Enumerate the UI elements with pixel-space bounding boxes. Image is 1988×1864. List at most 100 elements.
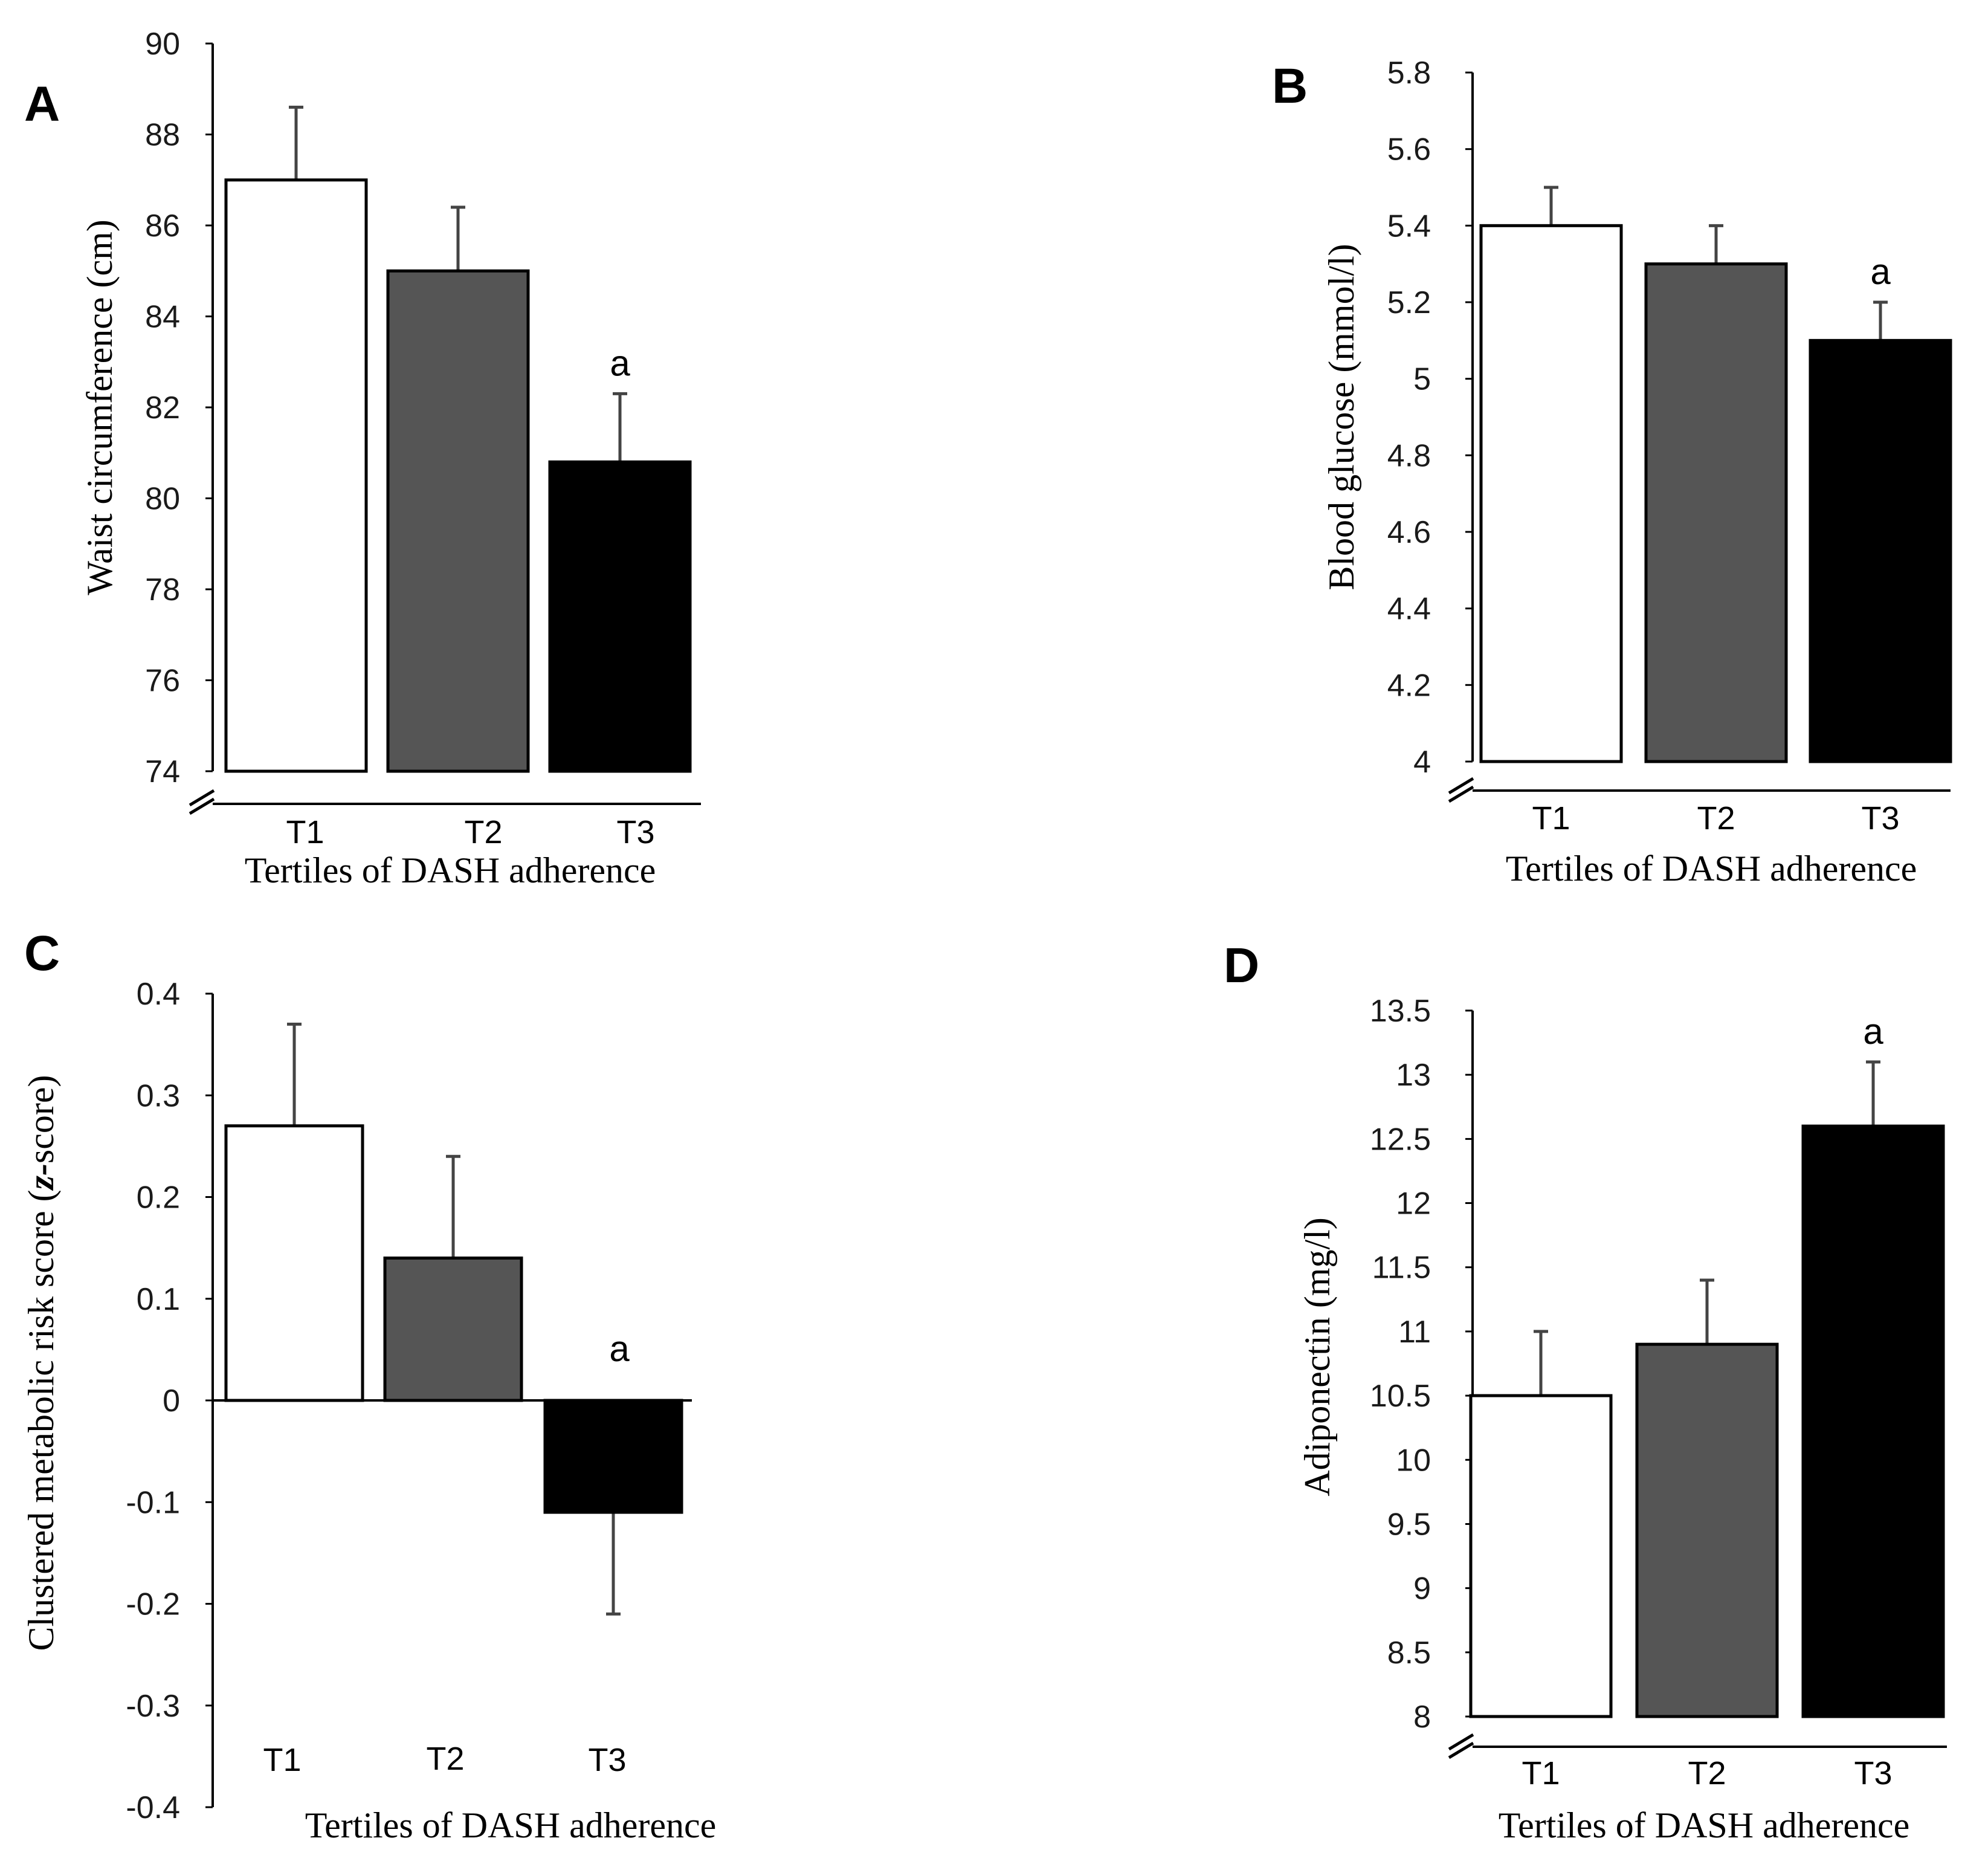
panel-a-y-tick-label: 80 <box>145 482 180 517</box>
panel-c-x-axis-title: Tertiles of DASH adherence <box>305 1805 717 1845</box>
panel-c-y-tick-label: 0.4 <box>137 977 180 1012</box>
panel-d-y-axis-title: Adiponectin (mg/l) <box>1297 1217 1337 1497</box>
panel-a-category-label-t3: T3 <box>616 814 654 850</box>
panel-a-category-label-t2: T2 <box>464 814 502 850</box>
panel-d-axis-break <box>1448 1733 1474 1759</box>
panel-d-y-tick-label: 8.5 <box>1387 1636 1431 1671</box>
panel-c-annotation-t3: a <box>609 1328 630 1369</box>
panel-b-tick-labels: 4 4.2 4.4 4.6 4.8 5 5.2 5.4 5.6 5.8 <box>1387 56 1431 780</box>
panel-b-bar-t1 <box>1479 224 1623 763</box>
panel-a-ticks <box>205 42 213 772</box>
panel-a-y-tick-label: 86 <box>145 209 180 244</box>
panel-c-category-label-t2: T2 <box>426 1741 464 1777</box>
panel-b-y-tick-label: 5.8 <box>1387 56 1431 91</box>
panel-a: A 74 76 78 80 82 84 86 88 90 <box>24 27 701 890</box>
panel-a-y-tick-label: 90 <box>145 27 180 62</box>
panel-c-tick-labels: -0.4 -0.3 -0.2 -0.1 0 0.1 0.2 0.3 0.4 <box>126 977 180 1825</box>
panel-c-category-label-t1: T1 <box>263 1742 301 1778</box>
panel-b-category-label-t3: T3 <box>1861 800 1899 837</box>
panel-d-y-tick-label: 11 <box>1398 1315 1431 1350</box>
panel-b-y-tick-label: 4.8 <box>1387 438 1431 473</box>
panel-b-letter: B <box>1272 59 1308 114</box>
panel-a-bar-t1 <box>224 178 368 773</box>
panel-c-y-axis-title-italic: z- <box>21 1163 61 1191</box>
panel-d-annotation-t3: a <box>1863 1011 1883 1052</box>
panel-d-category-label-t2: T2 <box>1688 1755 1726 1791</box>
panel-a-axis-break <box>189 789 215 815</box>
panel-d-y-tick-label: 9 <box>1413 1571 1431 1607</box>
panel-b-y-tick-label: 5.6 <box>1387 132 1431 167</box>
panel-b-category-label-t1: T1 <box>1532 800 1570 837</box>
panel-b-y-tick-label: 4.6 <box>1387 515 1431 550</box>
panel-d-y-tick-label: 9.5 <box>1387 1507 1431 1542</box>
panel-c-y-tick-label: -0.1 <box>126 1485 180 1520</box>
panel-b-y-tick-label: 5.2 <box>1387 285 1431 320</box>
panel-d-x-axis-title: Tertiles of DASH adherence <box>1499 1805 1910 1845</box>
panel-b-y-tick-label: 5.4 <box>1387 209 1431 244</box>
panel-c-y-tick-label: 0.1 <box>137 1282 180 1317</box>
panel-c-y-tick-label: 0 <box>163 1383 180 1419</box>
panel-a-annotation-t3: a <box>610 343 630 383</box>
panel-b-bar-t2 <box>1644 262 1788 763</box>
panel-a-letter: A <box>24 77 60 132</box>
panel-c-y-tick-label: 0.3 <box>137 1078 180 1113</box>
panel-d-y-tick-label: 11.5 <box>1372 1251 1431 1286</box>
panel-d-y-tick-label: 13 <box>1396 1058 1431 1093</box>
panel-b-y-tick-label: 4.4 <box>1387 592 1431 627</box>
panel-b-y-tick-label: 4 <box>1413 745 1431 780</box>
panel-a-y-tick-label: 78 <box>145 572 180 607</box>
panel-b-category-label-t2: T2 <box>1697 800 1735 837</box>
panel-b-y-tick-label: 4.2 <box>1387 668 1431 703</box>
panel-c-bar-t3 <box>543 1399 683 1514</box>
panel-a-y-tick-label: 88 <box>145 118 180 153</box>
panel-c-y-tick-label: 0.2 <box>137 1180 180 1215</box>
panel-d-letter: D <box>1224 938 1259 993</box>
panel-a-y-tick-label: 76 <box>145 664 180 699</box>
panel-c-category-label-t3: T3 <box>588 1742 626 1778</box>
panel-c-bar-t2 <box>383 1256 523 1402</box>
panel-c-y-axis-title-main: Clustered metabolic risk score ( <box>21 1189 61 1651</box>
panel-a-bar-t2 <box>386 269 530 773</box>
panel-a-y-tick-label: 82 <box>145 390 180 426</box>
panel-c-y-tick-label: -0.4 <box>126 1790 180 1825</box>
panel-b-annotation-t3: a <box>1870 251 1891 292</box>
panel-a-x-axis-title: Tertiles of DASH adherence <box>245 850 656 890</box>
panel-a-y-tick-label: 84 <box>145 300 180 335</box>
panel-b: B 4 4.2 4.4 4.6 4.8 5 5.2 5.4 <box>1272 56 1952 888</box>
panel-d-y-tick-label: 13.5 <box>1370 994 1431 1029</box>
panel-d: D 8 8.5 9 9.5 10 10.5 11 <box>1224 938 1947 1845</box>
panel-c-y-tick-label: -0.2 <box>126 1587 180 1622</box>
panel-b-bar-t3 <box>1809 338 1952 763</box>
panel-b-x-axis-title: Tertiles of DASH adherence <box>1506 849 1917 888</box>
panel-d-bar-t1 <box>1469 1394 1613 1718</box>
panel-d-bars: a <box>1469 1011 1945 1718</box>
panel-a-bars: a <box>224 105 692 773</box>
panel-c: C -0.4 -0.3 -0.2 -0.1 0 0.1 0.2 0.3 0.4 <box>21 926 716 1845</box>
panel-a-category-label-t1: T1 <box>286 814 324 850</box>
panel-c-letter: C <box>24 926 60 981</box>
panel-a-y-axis-title: Waist circumference (cm) <box>80 219 120 595</box>
panel-d-category-label-t3: T3 <box>1854 1755 1892 1791</box>
panel-c-y-axis-title-end: score) <box>21 1075 61 1163</box>
panel-c-ticks <box>205 992 213 1808</box>
panel-c-y-tick-label: -0.3 <box>126 1689 180 1724</box>
panel-d-tick-labels: 8 8.5 9 9.5 10 10.5 11 11.5 12 12.5 13 1… <box>1370 994 1431 1735</box>
panel-c-bars: a <box>224 1022 683 1616</box>
panel-c-y-axis-title: Clustered metabolic risk score (z-score) <box>21 1075 61 1651</box>
panel-c-bar-t1 <box>224 1124 364 1402</box>
panel-b-bars: a <box>1479 186 1952 763</box>
panel-b-y-tick-label: 5 <box>1413 362 1431 397</box>
panel-d-y-tick-label: 12 <box>1396 1186 1431 1222</box>
panel-a-tick-labels: 74 76 78 80 82 84 86 88 90 <box>145 27 180 789</box>
panel-d-y-tick-label: 10 <box>1396 1443 1431 1478</box>
panel-b-axis-break <box>1448 777 1474 803</box>
panel-a-bar-t3 <box>548 460 692 773</box>
panel-d-category-label-t1: T1 <box>1522 1755 1560 1791</box>
panel-d-y-tick-label: 10.5 <box>1370 1379 1431 1414</box>
panel-d-bar-t3 <box>1801 1124 1945 1718</box>
panel-d-y-tick-label: 8 <box>1413 1700 1431 1735</box>
panel-d-bar-t2 <box>1635 1342 1779 1718</box>
panel-d-y-tick-label: 12.5 <box>1370 1122 1431 1157</box>
panel-b-ticks <box>1465 71 1473 763</box>
